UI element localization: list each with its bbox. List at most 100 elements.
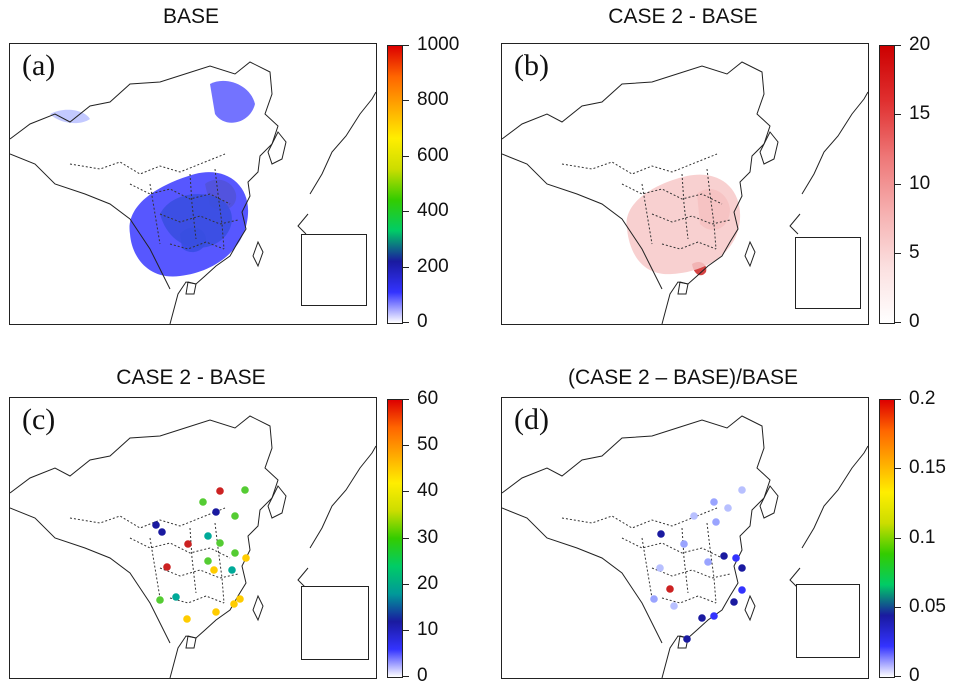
colorbar-tick — [895, 252, 901, 254]
panel-title: BASE — [162, 5, 220, 28]
colorbar-tick — [895, 676, 901, 677]
colorbar-tick — [403, 445, 409, 447]
map-frame: (c) — [9, 397, 377, 679]
country-border — [10, 153, 171, 290]
map-frame: (a) — [9, 43, 377, 325]
colorbar-tick — [895, 399, 901, 400]
site-marker — [704, 558, 712, 566]
hainan-outline — [185, 281, 197, 295]
panel-label: (d) — [512, 403, 551, 436]
colorbar-tick-label: 0.15 — [909, 457, 946, 479]
site-marker — [236, 595, 244, 603]
site-marker — [183, 615, 191, 623]
colorbar-tick-label: 20 — [909, 34, 931, 55]
colorbar-tick-label: 0.1 — [909, 526, 936, 548]
colorbar-tick-label: 20 — [417, 572, 439, 594]
panel-c: CASE 2 - BASE (c) 60 50 40 30 20 10 0 — [0, 0, 480, 687]
site-marker — [666, 585, 674, 593]
map-frame: (d) — [501, 397, 869, 679]
colorbar — [879, 45, 895, 324]
site-marker — [163, 563, 171, 571]
site-marker — [683, 635, 691, 643]
map-svg — [502, 61, 868, 324]
country-border — [502, 153, 663, 290]
colorbar-tick — [895, 606, 901, 608]
site-marker — [680, 540, 688, 548]
site-marker — [230, 600, 238, 608]
map-svg — [10, 61, 376, 324]
site-marker — [738, 586, 746, 594]
colorbar-tick-label: 0.2 — [909, 388, 936, 409]
site-marker — [724, 504, 732, 512]
colorbar-tick-label: 200 — [417, 255, 449, 277]
site-marker — [670, 602, 678, 610]
colorbar-tick-label: 400 — [417, 200, 449, 222]
map-svg — [502, 415, 868, 678]
korea-outline — [759, 131, 779, 165]
taiwan-outline — [744, 240, 756, 268]
site-marker — [231, 549, 239, 557]
site-marker — [242, 554, 250, 562]
site-marker — [184, 540, 192, 548]
colorbar — [879, 399, 895, 678]
colorbar-tick-label: 0 — [909, 311, 920, 332]
coastline — [502, 415, 771, 678]
hainan-outline — [677, 281, 689, 295]
hainan-outline — [185, 635, 197, 649]
colorbar-tick-label: 30 — [417, 526, 439, 548]
site-marker — [216, 539, 224, 547]
difference-area — [626, 174, 741, 275]
colorbar-tick — [403, 399, 409, 400]
panel-label: (a) — [20, 49, 58, 82]
colorbar-tick — [895, 45, 901, 46]
colorbar-tick-label: 10 — [417, 618, 439, 640]
map-svg — [10, 415, 376, 678]
panel-label: (b) — [512, 49, 551, 82]
colorbar-tick — [403, 676, 409, 677]
panel-title: CASE 2 - BASE — [608, 5, 758, 28]
colorbar-tick — [403, 211, 409, 213]
site-marker — [172, 593, 180, 601]
site-marker — [216, 487, 224, 495]
colorbar-tick — [403, 491, 409, 493]
site-marker — [199, 498, 207, 506]
site-marker — [210, 566, 218, 574]
panel-a: BASE (a) 1000 800 600 400 200 0 — [0, 0, 480, 340]
colorbar-tick — [895, 322, 901, 323]
japan-outline — [789, 445, 868, 589]
site-marker — [231, 512, 239, 520]
site-marker — [241, 486, 249, 494]
colorbar-tick-label: 1000 — [417, 34, 460, 55]
province-borders — [69, 507, 239, 604]
inset-map — [796, 584, 860, 658]
province-borders — [69, 153, 239, 250]
inset-map — [301, 586, 369, 660]
site-marker — [152, 521, 160, 529]
site-marker — [657, 530, 665, 538]
site-marker — [650, 595, 658, 603]
colorbar-tick — [895, 183, 901, 185]
country-border — [10, 507, 171, 644]
panel-b: CASE 2 - BASE (b) 20 15 10 5 0 — [0, 0, 969, 340]
coastline — [10, 61, 279, 324]
taiwan-outline — [252, 240, 264, 268]
site-marker — [690, 512, 698, 520]
panel-title: (CASE 2 – BASE)/BASE — [568, 366, 798, 389]
japan-outline — [789, 91, 868, 235]
colorbar-tick-label: 15 — [909, 103, 931, 125]
coastline — [502, 61, 771, 324]
colorbar-tick — [895, 114, 901, 116]
colorbar-tick-label: 10 — [909, 172, 931, 194]
colorbar-tick-label: 0 — [417, 665, 428, 686]
site-marker — [698, 614, 706, 622]
colorbar-tick-label: 60 — [417, 388, 439, 409]
site-marker — [228, 566, 236, 574]
colorbar-tick — [895, 468, 901, 470]
inset-map — [301, 234, 367, 306]
country-border — [502, 507, 663, 644]
site-marker — [710, 612, 718, 620]
korea-outline — [759, 485, 779, 519]
panel-title: CASE 2 - BASE — [116, 366, 266, 389]
map-frame: (b) — [501, 43, 869, 325]
site-marker — [212, 608, 220, 616]
